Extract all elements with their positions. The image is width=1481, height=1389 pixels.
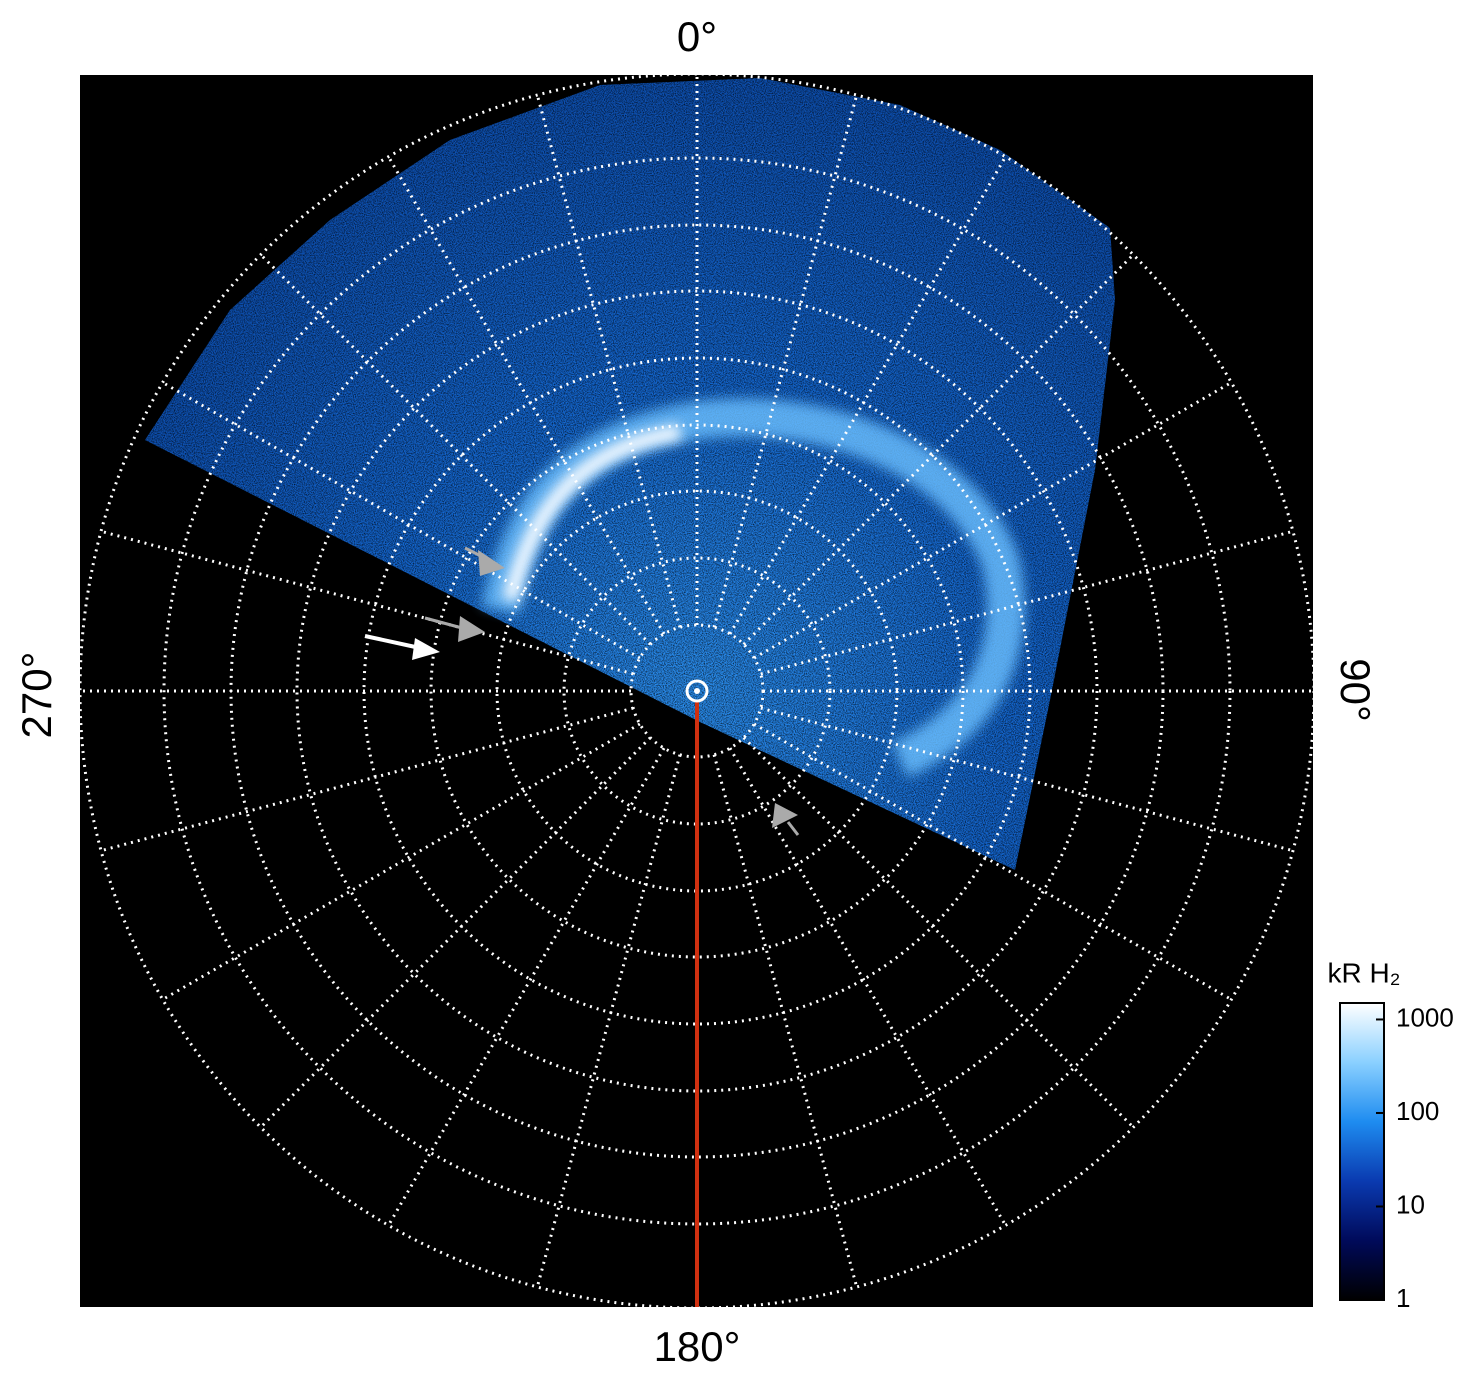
grid-spoke <box>728 747 1007 1227</box>
grid-spoke <box>760 529 1294 676</box>
grid-ring <box>562 556 832 826</box>
arrows <box>364 546 800 836</box>
grid-spoke <box>760 706 1294 853</box>
colorbar-tick-label: 1 <box>1396 1283 1410 1313</box>
grid-spoke <box>259 253 652 646</box>
grid-spoke <box>100 706 634 853</box>
grid-spoke <box>535 94 682 628</box>
colorbar-tick-label: 1000 <box>1396 1002 1454 1032</box>
colorbar-gradient <box>1339 1002 1385 1301</box>
grid-spoke <box>259 736 652 1129</box>
grid-ring <box>429 423 965 959</box>
grid-spoke <box>100 529 634 676</box>
grid-spoke <box>742 736 1135 1129</box>
pole-marker <box>685 679 709 703</box>
colorbar-tick-label: 100 <box>1396 1096 1439 1126</box>
colorbar: 1 10 100 1000 <box>1339 1002 1454 1313</box>
grid-spoke <box>712 94 859 628</box>
angle-label-left: 270° <box>13 652 60 739</box>
grid <box>80 75 1313 1307</box>
angle-label-right: 90° <box>1332 658 1379 722</box>
grid-spoke <box>742 253 1135 646</box>
grid-spoke <box>753 381 1233 660</box>
angle-label-top: 0° <box>677 13 717 60</box>
grid-spoke <box>728 155 1007 635</box>
grid-spoke <box>712 754 859 1288</box>
grid-ring <box>295 289 1099 1093</box>
grid-spoke <box>161 722 641 1001</box>
angle-label-bottom: 180° <box>654 1323 741 1370</box>
grid-spoke <box>753 722 1233 1001</box>
grid-spoke <box>161 381 641 660</box>
pole-dot <box>694 688 700 694</box>
grid-spoke <box>387 155 666 635</box>
colorbar-label: kR H₂ <box>1327 957 1400 988</box>
grid-spoke <box>535 754 682 1288</box>
grid-spoke <box>387 747 666 1227</box>
aurora-image <box>80 75 1313 1307</box>
grid-ring <box>162 156 1232 1226</box>
bright-arc <box>502 424 682 602</box>
image-noise <box>145 78 1115 870</box>
colorbar-tick-label: 10 <box>1396 1189 1425 1219</box>
